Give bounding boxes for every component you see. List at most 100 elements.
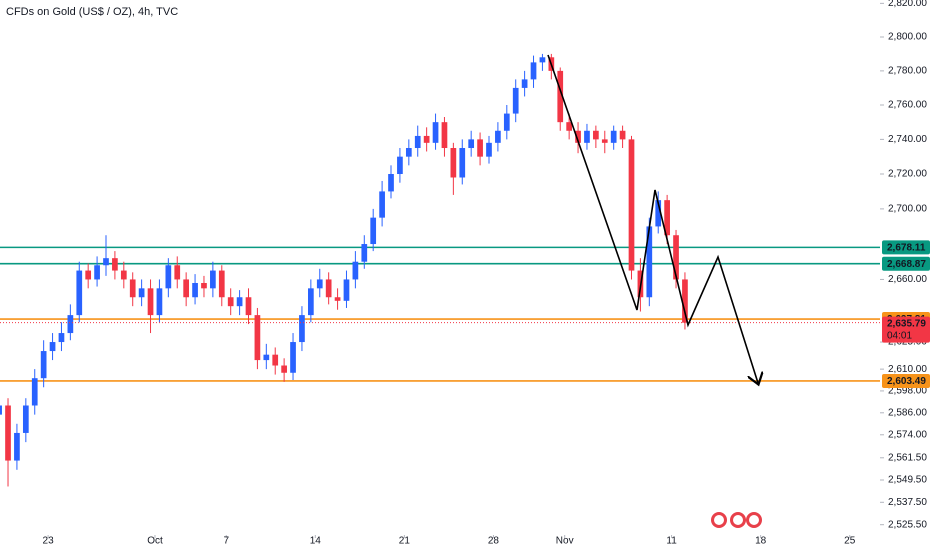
candle-body: [575, 130, 581, 143]
y-tick-label: 2,820.00: [888, 0, 927, 9]
candle-body: [192, 282, 198, 298]
level-label: 2,668.87: [887, 259, 926, 270]
candle-body: [22, 405, 29, 433]
x-tick-label: Oct: [147, 536, 163, 547]
candle-body: [281, 365, 287, 373]
candle-body: [272, 354, 279, 366]
candle-body: [58, 333, 65, 343]
candle-body: [308, 288, 314, 316]
candle-body: [673, 235, 679, 280]
candle-body: [325, 279, 332, 298]
projection-arrow: [547, 54, 758, 383]
candle-body: [156, 288, 163, 316]
candle-body: [138, 288, 145, 298]
candle-body: [0, 405, 2, 415]
candle-body: [361, 244, 368, 262]
candle-body: [682, 279, 688, 323]
last-price-label: 2,635.79: [887, 318, 926, 329]
candle-body: [49, 342, 56, 352]
candle-body: [201, 282, 207, 289]
level-badge: [882, 373, 930, 388]
chart-title: CFDs on Gold (US$ / OZ), 4h, TVC: [6, 6, 178, 18]
candle-body: [423, 135, 430, 143]
candle-body: [432, 122, 439, 143]
candle-body: [601, 139, 608, 143]
candle-body: [468, 139, 475, 149]
candle-body: [477, 139, 483, 157]
y-tick-label: 2,586.00: [888, 407, 927, 418]
candle-body: [397, 156, 403, 175]
candle-body: [263, 354, 270, 361]
candle-body: [512, 87, 519, 114]
candle-body: [557, 70, 564, 123]
candle-body: [593, 130, 599, 140]
y-tick-label: 2,760.00: [888, 100, 927, 111]
candle-body: [628, 139, 635, 271]
candle-body: [495, 130, 501, 143]
candle-body: [76, 270, 83, 316]
y-tick-label: 2,660.00: [888, 274, 927, 285]
y-tick-label: 2,780.00: [888, 66, 927, 77]
candle-body: [388, 174, 394, 192]
candle-body: [414, 135, 421, 149]
candle-body: [299, 315, 305, 343]
y-tick-label: 2,800.00: [888, 32, 927, 43]
level-badge: [882, 256, 930, 271]
candle-body: [174, 265, 181, 280]
y-tick-label: 2,537.50: [888, 497, 927, 508]
candle-body: [379, 191, 385, 218]
x-tick-label: 11: [666, 536, 677, 547]
candle-body: [85, 270, 92, 280]
candle-body: [40, 351, 47, 379]
candle-body: [370, 217, 377, 245]
candle-body: [183, 279, 190, 298]
candle-body: [94, 265, 100, 280]
candle-body: [67, 315, 74, 334]
last-price-badge: [882, 316, 930, 343]
candle-body: [165, 265, 172, 289]
countdown: 04:01: [887, 330, 912, 341]
candle-body: [245, 297, 252, 316]
candle-body: [539, 57, 546, 63]
candle-body: [103, 258, 109, 266]
y-tick-label: 2,598.00: [888, 386, 927, 397]
candle-body: [503, 113, 510, 131]
candle-body: [14, 432, 20, 461]
candle-body: [646, 226, 653, 298]
candle-body: [210, 270, 216, 289]
y-tick-label: 2,740.00: [888, 134, 927, 145]
level-label: 2,603.49: [887, 376, 926, 387]
candle-body: [316, 279, 323, 289]
candle-body: [530, 62, 537, 80]
y-tick-label: 2,720.00: [888, 169, 927, 180]
candle-body: [218, 270, 225, 298]
event-icons: [711, 512, 762, 528]
y-tick-label: 2,561.50: [888, 452, 927, 463]
candle-body: [254, 315, 261, 361]
candle-body: [584, 130, 590, 143]
y-tick-label: 2,700.00: [888, 204, 927, 215]
candle-body: [486, 142, 492, 157]
candle-body: [664, 200, 670, 236]
candle-body: [566, 122, 572, 131]
candle-body: [236, 297, 243, 307]
y-tick-label: 2,610.00: [888, 364, 927, 375]
candle-body: [5, 405, 11, 461]
candle-body: [619, 130, 626, 140]
y-tick-label: 2,574.00: [888, 429, 927, 440]
candle-body: [655, 200, 662, 227]
x-tick-label: 25: [844, 536, 856, 547]
candle-body: [31, 378, 38, 406]
level-label: 2,678.11: [887, 243, 926, 254]
candle-body: [352, 261, 359, 280]
x-tick-label: 28: [488, 536, 500, 547]
candle-body: [290, 342, 296, 373]
candle-body: [343, 279, 350, 301]
x-tick-label: 7: [223, 536, 229, 547]
x-tick-label: 23: [43, 536, 55, 547]
x-tick-label: Nov: [556, 536, 574, 547]
candle-body: [112, 258, 118, 271]
y-tick-label: 2,549.50: [888, 475, 927, 486]
